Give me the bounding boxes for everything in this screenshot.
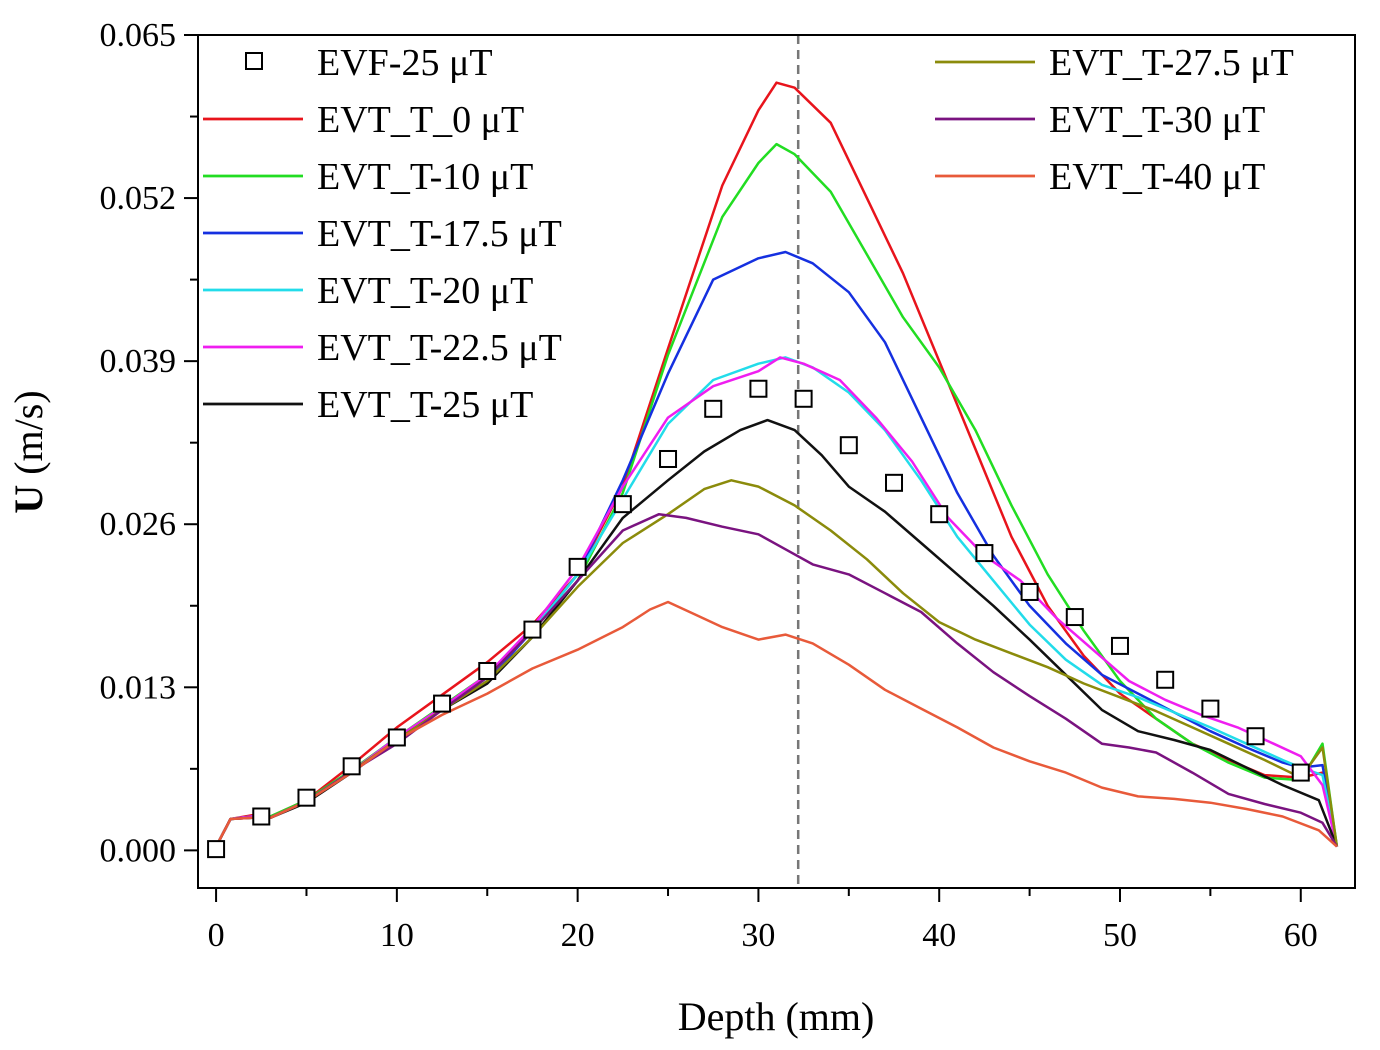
legend-label: EVT_T-20 μT [317,270,533,312]
series-line [214,479,1339,848]
data-marker [207,840,226,859]
data-marker [659,449,678,468]
legend-label: EVT_T-10 μT [317,156,533,198]
data-marker [839,436,858,455]
y-tick-label: 0.065 [100,17,177,54]
series-line [214,418,1339,848]
data-marker [433,694,452,713]
y-axis-label: U (m/s) [6,390,51,513]
data-marker [1291,763,1310,782]
y-tick-label: 0.039 [100,343,177,380]
y-tick-label: 0.000 [100,832,177,869]
data-marker [1156,670,1175,689]
series-line [214,600,1338,848]
legend-label: EVT_T_0 μT [317,99,524,141]
legend-label: EVT_T-30 μT [1049,99,1265,141]
data-marker [1201,699,1220,718]
data-marker [1110,636,1129,655]
data-marker [749,379,768,398]
data-marker [794,389,813,408]
data-marker [613,495,632,514]
x-tick-label: 40 [922,917,956,954]
series-line [214,356,1339,848]
x-tick-label: 20 [561,917,595,954]
data-marker [930,505,949,524]
y-axis-label-symbol: U [6,485,51,514]
data-marker [1065,608,1084,627]
data-marker [523,620,542,639]
data-marker [1246,727,1265,746]
legend-label: EVT_T-25 μT [317,384,533,426]
y-tick-label: 0.026 [100,506,177,543]
legend-label: EVT_T-22.5 μT [317,327,562,369]
y-tick-label: 0.052 [100,180,177,217]
plot-frame [197,34,1356,889]
x-tick-label: 50 [1103,917,1137,954]
x-tick-label: 0 [208,917,225,954]
x-tick-label: 60 [1284,917,1318,954]
data-marker [342,757,361,776]
legend-label: EVT_T-17.5 μT [317,213,562,255]
tick-labels: 0 10 20 30 40 50 60 0.000 0.013 0.026 0.039 0.052 0.… [100,17,1318,954]
legend: EVF-25 μT EVT_T_0 μT EVT_T-10 μT EVT_T-17.5… [203,42,1294,426]
legend-swatch-marker [245,52,263,70]
series-line [214,356,1339,848]
data-marker [252,807,271,826]
legend-label: EVT_T-27.5 μT [1049,42,1294,84]
data-marker [704,399,723,418]
data-marker [568,557,587,576]
data-marker [387,728,406,747]
x-tick-label: 30 [741,917,775,954]
y-tick-label: 0.013 [100,669,177,706]
legend-label: EVT_T-40 μT [1049,156,1265,198]
series-lines [214,81,1339,848]
x-axis-label: Depth (mm) [678,994,875,1039]
data-marker [885,473,904,492]
y-axis-label-unit: (m/s) [6,390,51,484]
x-tick-label: 10 [380,917,414,954]
legend-label: EVF-25 μT [317,42,493,84]
evf-markers [207,379,1310,859]
axis-ticks [184,34,1302,902]
data-marker [1020,582,1039,601]
data-marker [297,788,316,807]
data-marker [975,544,994,563]
data-marker [478,661,497,680]
